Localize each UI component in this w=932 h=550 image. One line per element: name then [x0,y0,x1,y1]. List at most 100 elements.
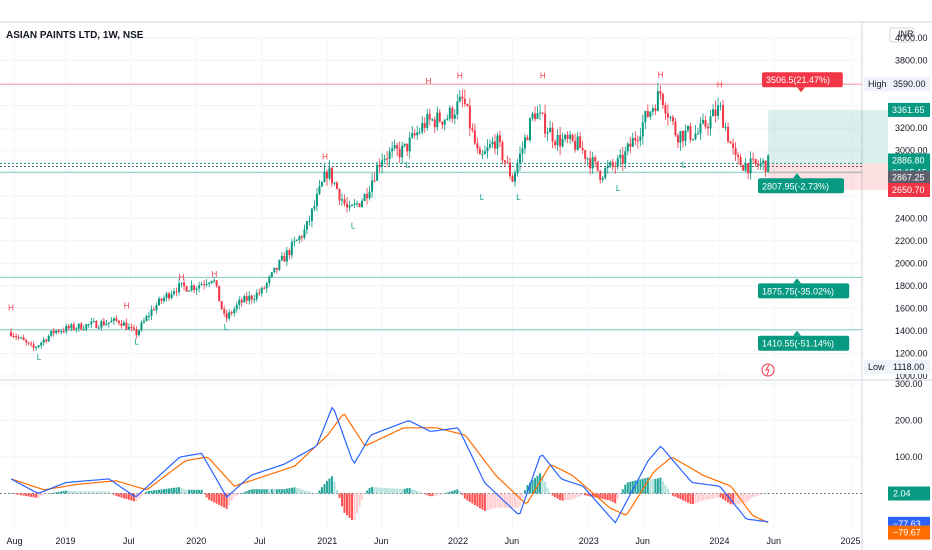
macd-histogram-bar [446,492,449,494]
macd-line [10,406,769,524]
candle-body [20,337,23,339]
candle-body [471,128,474,131]
candle-body [426,114,429,128]
candle-body [147,315,150,317]
candle-body [341,199,344,201]
macd-histogram-bar [170,488,173,494]
candle-body [366,194,369,199]
macd-histogram-bar [245,491,248,494]
macd-histogram-bar [315,493,318,494]
candle-body [248,295,251,301]
macd-histogram-bar [606,493,609,501]
macd-histogram-bar [496,493,499,508]
pivot-high-label: H [457,72,463,81]
candle-body [466,103,469,106]
candle-body [195,288,198,290]
candle-body [173,291,176,295]
macd-histogram-bar [396,488,399,494]
macd-histogram-bar [180,487,183,494]
candle-body [441,121,444,125]
candle-body [574,140,577,150]
candle-body [541,112,544,114]
macd-histogram-bar [47,493,50,494]
macd-histogram-bar [40,493,43,497]
macd-histogram-bar [77,491,80,494]
macd-histogram-bar [423,493,426,495]
macd-histogram-bar [599,493,602,499]
macd-histogram-bar [386,488,389,494]
macd-histogram-bar [145,491,148,494]
candle-body [223,309,226,314]
candle-body [25,340,28,343]
macd-histogram-bar [225,493,228,509]
candle-body [646,111,649,117]
macd-histogram-bar [506,493,509,508]
candle-body [406,143,409,152]
candle-body [125,322,128,330]
macd-histogram-bar [163,489,166,494]
macd-histogram-bar [358,493,361,507]
candle-body [506,162,509,164]
candle-body [15,336,18,338]
candle-body [418,131,421,133]
macd-histogram-bar [102,491,105,494]
candle-body [496,135,499,149]
macd-histogram-bar [120,493,123,498]
x-tick-label: 2022 [448,536,468,546]
macd-histogram-bar [258,489,261,494]
macd-histogram-bar [248,490,251,494]
candle-body [333,182,336,184]
candle-body [446,118,449,120]
macd-histogram-bar [438,493,441,495]
candle-body [140,322,143,331]
y-tick-label: 2200.00 [895,236,928,246]
candle-body [228,312,231,319]
macd-histogram-bar [476,493,479,507]
candle-body [110,320,113,323]
candle-body [168,293,171,299]
candle-body [283,255,286,262]
candle-body [112,318,115,321]
candle-body [739,157,742,166]
macd-histogram-bar [546,487,549,494]
candle-body [100,321,103,328]
candle-body [724,126,727,128]
macd-histogram-bar [551,493,554,496]
macd-histogram-bar [491,493,494,509]
macd-histogram-bar [348,493,351,518]
candle-body [383,158,386,161]
macd-histogram-bar [210,493,213,502]
pivot-low-label: L [682,161,687,170]
candle-body [80,323,83,330]
macd-histogram-bar [368,487,371,494]
candle-body [759,163,762,166]
macd-histogram-bar [363,493,366,494]
candle-body [250,295,253,300]
candle-body [473,130,476,144]
candle-body [408,137,411,152]
candle-body [436,112,439,128]
candle-body [353,203,356,206]
macd-histogram-bar [62,490,65,494]
candle-body [27,342,30,344]
candle-body [303,229,306,238]
x-tick-label: 2020 [186,536,206,546]
macd-histogram-bar [526,484,529,494]
candle-body [85,324,88,330]
macd-histogram-bar [719,493,722,498]
macd-histogram-bar [125,493,128,500]
candle-body [576,136,579,150]
candle-body [388,151,391,160]
candle-body [428,114,431,120]
macd-histogram-bar [313,493,316,494]
macd-histogram-bar [401,489,404,494]
macd-histogram-bar [158,489,161,494]
macd-histogram-bar [175,487,178,494]
macd-histogram-bar [70,490,73,494]
macd-histogram-bar [12,493,15,494]
macd-histogram-bar [732,493,735,505]
macd-histogram-bar [426,493,429,496]
candle-body [654,108,657,111]
candle-body [215,280,218,286]
